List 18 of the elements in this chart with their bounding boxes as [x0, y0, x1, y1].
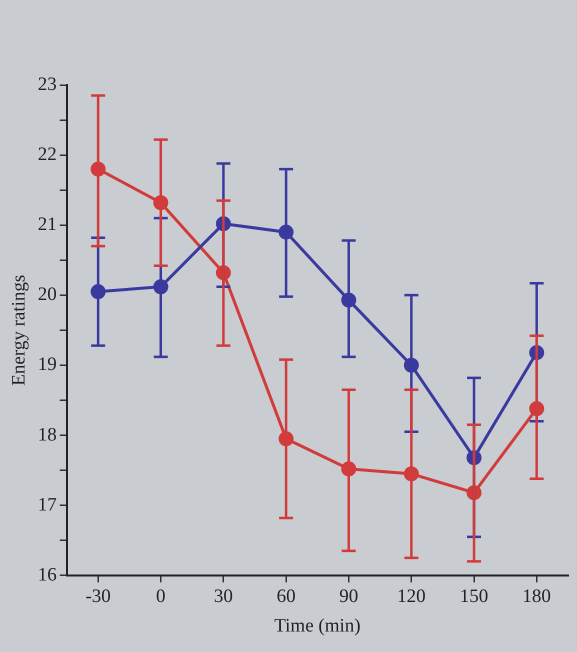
x-tick-label: 90 — [339, 586, 358, 607]
x-tick-label: 60 — [276, 586, 296, 607]
y-tick-label: 18 — [38, 424, 57, 446]
x-tick-label: -30 — [85, 586, 111, 607]
y-tick-label: 22 — [38, 144, 57, 166]
y-tick-label: 17 — [38, 494, 57, 516]
x-tick-label: 150 — [460, 586, 488, 607]
x-tick-label: 180 — [522, 586, 551, 607]
y-tick-label: 23 — [38, 74, 57, 95]
y-tick-label: 20 — [38, 284, 57, 306]
x-tick-label: 0 — [156, 586, 166, 607]
y-tick-label: 16 — [38, 564, 57, 586]
y-axis-title: Energy ratings — [8, 274, 30, 386]
y-tick-label: 21 — [38, 214, 57, 236]
x-axis-title: Time (min) — [274, 616, 361, 637]
x-tick-label: 120 — [397, 586, 426, 607]
y-tick-label: 19 — [38, 354, 57, 376]
x-tick-label: 30 — [214, 586, 233, 607]
